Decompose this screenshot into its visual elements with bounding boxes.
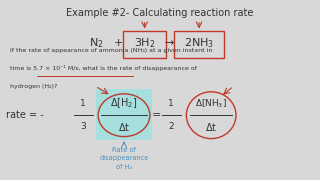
Text: If the rate of appearance of ammonia (NH₃) at a given instant in: If the rate of appearance of ammonia (NH… bbox=[10, 48, 212, 53]
Text: 2NH$_3$: 2NH$_3$ bbox=[184, 36, 214, 50]
Text: $\Delta$[NH$_3$]: $\Delta$[NH$_3$] bbox=[195, 97, 227, 110]
Text: $\Delta$t: $\Delta$t bbox=[118, 121, 130, 133]
Text: time is 5.7 × 10⁻¹ M/s, what is the rate of disappearance of: time is 5.7 × 10⁻¹ M/s, what is the rate… bbox=[10, 65, 196, 71]
Text: 1: 1 bbox=[80, 99, 86, 108]
Text: $\Delta$[H$_2$]: $\Delta$[H$_2$] bbox=[110, 97, 138, 110]
Text: rate = -: rate = - bbox=[6, 110, 44, 120]
Text: hydrogen (H₂)?: hydrogen (H₂)? bbox=[10, 84, 57, 89]
Text: =: = bbox=[152, 110, 162, 120]
Text: Example #2- Calculating reaction rate: Example #2- Calculating reaction rate bbox=[66, 8, 254, 18]
Text: +: + bbox=[114, 38, 123, 48]
Text: →: → bbox=[164, 38, 174, 48]
Text: N$_2$: N$_2$ bbox=[89, 36, 103, 50]
Text: 3: 3 bbox=[80, 122, 86, 131]
Text: 3H$_2$: 3H$_2$ bbox=[134, 36, 155, 50]
FancyBboxPatch shape bbox=[96, 89, 152, 140]
Text: 1: 1 bbox=[168, 99, 174, 108]
Text: Rate of
disappearance
of H₂: Rate of disappearance of H₂ bbox=[99, 147, 149, 170]
Text: 2: 2 bbox=[168, 122, 174, 131]
Text: $\Delta$t: $\Delta$t bbox=[205, 121, 217, 133]
